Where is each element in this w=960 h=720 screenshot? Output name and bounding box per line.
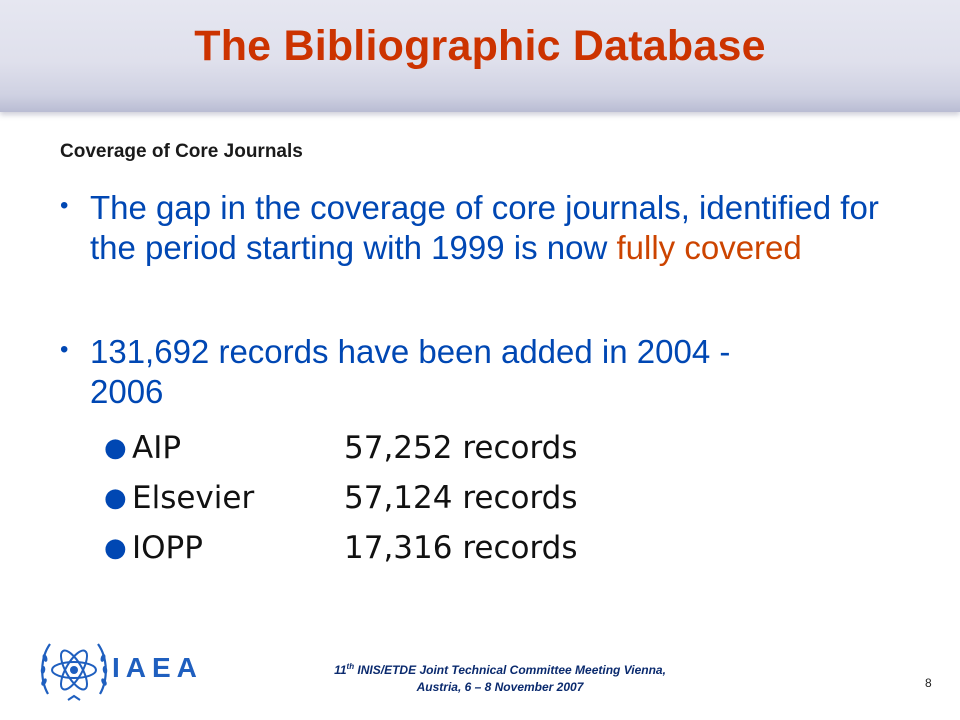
bullet-text: The gap in the coverage of core journals… xyxy=(90,188,900,268)
publisher-name: Elsevier xyxy=(132,480,255,516)
record-count: 57,252 records xyxy=(344,430,578,466)
record-count: 57,124 records xyxy=(344,480,578,516)
bullet-dot-icon: ● xyxy=(104,433,127,463)
slide-title: The Bibliographic Database xyxy=(194,22,766,70)
publisher-name: AIP xyxy=(132,430,182,466)
bullet-dot-icon: • xyxy=(60,192,69,219)
footer-line-1-text: INIS/ETDE Joint Technical Committee Meet… xyxy=(354,663,666,677)
footer-number: 11 xyxy=(334,663,347,677)
title-band xyxy=(0,0,960,112)
logo-text: IAEA xyxy=(112,652,203,683)
iaea-logo-icon xyxy=(38,630,110,708)
bullet-dot-icon: ● xyxy=(104,533,127,563)
record-count: 17,316 records xyxy=(344,530,578,566)
footer-meeting-info: 11th INIS/ETDE Joint Technical Committee… xyxy=(300,658,700,696)
footer-ordinal: th xyxy=(346,662,355,671)
highlight-text: fully covered xyxy=(616,229,802,266)
bullet-gap-coverage: • The gap in the coverage of core journa… xyxy=(60,188,900,268)
bullet-dot-icon: • xyxy=(60,336,69,363)
bullet-text: 131,692 records have been added in 2004 … xyxy=(90,333,731,410)
footer-line-2: Austria, 6 – 8 November 2007 xyxy=(416,680,584,694)
bullet-dot-icon: ● xyxy=(104,483,127,513)
bullet-main-text: The gap in the coverage of core journals… xyxy=(90,189,879,266)
slide-subtitle: Coverage of Core Journals xyxy=(60,141,303,162)
page-number: 8 xyxy=(925,676,932,690)
footer-line-1: 11th INIS/ETDE Joint Technical Committee… xyxy=(300,658,700,679)
bullet-records-added: • 131,692 records have been added in 200… xyxy=(60,332,900,412)
publisher-name: IOPP xyxy=(132,530,203,566)
